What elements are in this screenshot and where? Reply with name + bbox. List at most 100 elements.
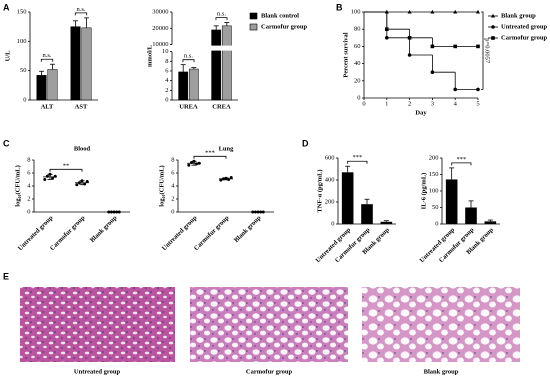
marker — [476, 87, 480, 92]
y-tick-label: 200 — [429, 154, 439, 161]
x-tick-label: UREA — [179, 103, 198, 110]
legend-swatch — [249, 23, 258, 31]
x-tick-label: 3 — [431, 100, 434, 107]
y-tick-label: 50 — [20, 67, 27, 74]
bar — [380, 221, 393, 224]
y-tick-label: 0 — [171, 208, 174, 215]
bar — [178, 71, 189, 101]
panel-label: A — [3, 2, 10, 12]
significance-bracket — [182, 59, 195, 63]
y-axis-label: Percent survival — [342, 32, 349, 77]
significance-label: p=0.0057 — [484, 38, 491, 64]
x-tick-label: ALT — [41, 103, 54, 110]
significance-bracket — [49, 168, 83, 172]
y-tick-label: 100 — [351, 8, 361, 15]
image-caption: Blank group — [424, 368, 459, 375]
y-tick-label: 100 — [429, 187, 439, 194]
x-tick-label: 1 — [385, 100, 388, 107]
significance-label: *** — [456, 156, 466, 163]
y-tick-label: 0 — [23, 96, 26, 103]
significance-bracket — [40, 58, 54, 62]
y-tick-label: 150 — [429, 171, 439, 178]
y-axis-label: mmol/L — [146, 44, 153, 67]
x-tick-label: CREA — [212, 103, 231, 110]
y-axis-label: log₁₀(CFU/mL) — [158, 165, 165, 206]
bar — [70, 26, 81, 101]
histology-image — [190, 287, 348, 362]
y-tick-label: 8 — [27, 156, 30, 163]
x-tick-label: Carmofur group — [193, 214, 231, 252]
y-axis-label: log₁₀(CFU/mL) — [14, 165, 21, 206]
histology-image — [362, 287, 520, 362]
bar — [36, 75, 47, 101]
significance-label: *** — [205, 149, 215, 156]
bar — [341, 172, 354, 224]
marker — [476, 9, 480, 14]
panel-label: B — [336, 2, 343, 12]
y-tick-label: 20 — [354, 77, 361, 84]
bar — [81, 27, 92, 101]
y-axis-label: TNF-α (pg/mL) — [316, 169, 323, 212]
x-tick-label: 2 — [408, 100, 411, 107]
y-tick-label: 10000 — [152, 41, 168, 48]
panel-label: C — [3, 138, 10, 148]
legend-label: Untreated group — [501, 23, 548, 30]
y-tick-label: 60 — [354, 43, 361, 50]
x-axis-label: Day — [415, 109, 427, 116]
bar — [188, 68, 199, 101]
significance-bracket — [215, 17, 228, 21]
y-tick-label: 0 — [165, 96, 168, 103]
marker — [407, 36, 412, 40]
legend-label: Carmofur group — [501, 34, 548, 41]
y-tick-label: 80 — [354, 26, 361, 33]
x-tick-label: 5 — [476, 100, 479, 107]
data-point — [75, 183, 79, 187]
bar — [221, 25, 232, 101]
significance-label: n.s. — [42, 52, 51, 59]
x-tick-label: Blank group — [233, 214, 263, 244]
significance-label: n.s. — [217, 11, 226, 18]
y-tick-label: 4 — [165, 77, 169, 84]
significance-bracket — [451, 162, 472, 166]
y-tick-label: 100 — [17, 38, 27, 45]
y-tick-label: 6 — [27, 169, 31, 176]
panel-label: D — [302, 138, 309, 148]
marker — [491, 36, 495, 40]
bar — [361, 204, 373, 224]
histology-image — [20, 287, 175, 362]
y-tick-label: 2 — [171, 195, 174, 202]
y-tick-label: 0 — [27, 208, 30, 215]
y-tick-label: 2 — [165, 87, 168, 94]
y-tick-label: 8 — [165, 58, 168, 65]
y-tick-label: 6 — [171, 169, 175, 176]
chart-title: Lung — [219, 145, 235, 152]
y-tick-label: 150 — [17, 8, 27, 15]
y-tick-label: 400 — [325, 176, 335, 183]
significance-bracket — [193, 155, 227, 159]
panel-label: E — [3, 271, 9, 281]
data-point — [53, 174, 57, 178]
y-tick-label: 600 — [325, 154, 335, 161]
x-tick-label: 0 — [362, 100, 365, 107]
marker — [491, 25, 495, 29]
marker — [491, 13, 495, 18]
significance-label: ** — [63, 162, 70, 169]
bar — [445, 179, 458, 224]
axis-break — [173, 45, 239, 51]
bar — [465, 207, 477, 224]
legend-label: Blank group — [501, 12, 536, 19]
legend-swatch — [249, 12, 258, 20]
bar — [211, 29, 222, 101]
data-point — [229, 176, 233, 180]
y-axis-label: IL-6 (pg/mL) — [420, 173, 427, 210]
y-tick-label: 40 — [354, 60, 361, 67]
image-caption: Untreated group — [74, 368, 121, 375]
y-tick-label: 4 — [27, 182, 31, 189]
y-axis-label: U/L — [4, 50, 11, 62]
significance-label: n.s. — [76, 6, 85, 13]
y-tick-label: 0 — [357, 94, 360, 101]
y-tick-label: 30000 — [152, 8, 168, 15]
y-tick-label: 10 — [162, 48, 169, 55]
